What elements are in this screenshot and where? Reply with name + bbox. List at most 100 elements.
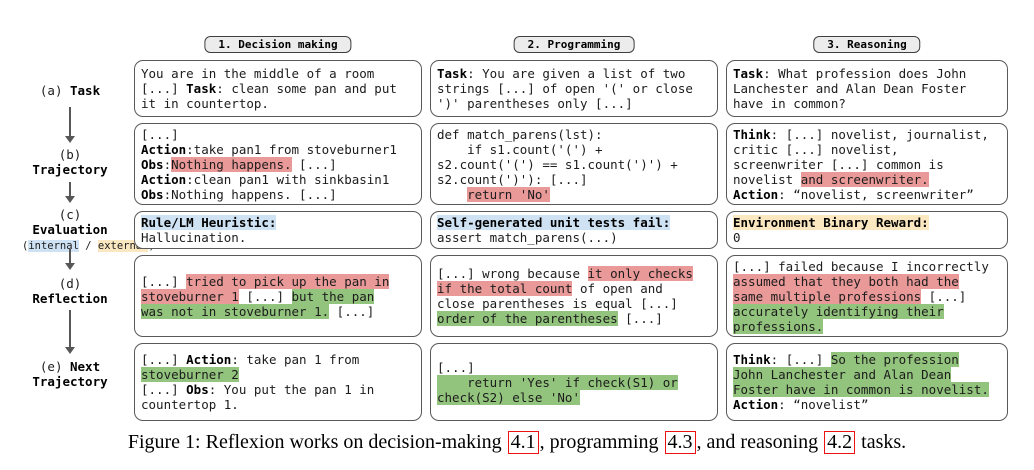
col1-reflection-box: [...] tried to pick up the pan in stovebu… (134, 255, 422, 337)
text-line: [...] Obs: You put the pan 1 in (141, 382, 415, 397)
text-line: s2.count('(') == s1.count(')') + (437, 157, 711, 172)
process-labels-column: (a) Task (b) Trajectory (c) Evaluation (int… (22, 47, 155, 421)
text-span: countertop 1. (141, 397, 239, 412)
down-arrow-icon (22, 249, 118, 270)
highlight-green-text: check(S2) else 'No' (437, 389, 580, 405)
text-span: (d) (58, 276, 82, 291)
highlight-green-text: but the pan (291, 288, 375, 304)
text-line: Task: You are given a list of two (437, 66, 711, 81)
col2-trajectory-box: def match_parens(lst): if s1.count('(') … (430, 123, 718, 205)
text-line: Obs:Nothing happens. [...] (141, 187, 415, 202)
col2-header-tab: 2. Programming (513, 36, 635, 53)
col3-trajectory-cell: Think: [...] novelist, journalist, critic… (726, 123, 1008, 205)
text-line: stoveburner 1 [...] but the pan (141, 288, 415, 304)
text-line: Rule/LM Heuristic: (141, 215, 415, 230)
text-line: novelist and screenwriter. (733, 171, 1001, 187)
col2-evaluation-cell: Self-generated unit tests fail: assert ma… (430, 211, 718, 249)
text-span: critic [...] novelist, (733, 141, 899, 157)
text-span: [...] (141, 126, 179, 142)
text-span: (c) (58, 207, 82, 222)
text-line: close parentheses is equal [...] (437, 296, 711, 311)
text-line: Action: “novelist, screenwriter” (733, 187, 1001, 202)
text-span: Reflection (32, 291, 108, 306)
text-span: : [...] (770, 352, 831, 367)
text-line: [...] wrong because it only checks (437, 266, 711, 281)
text-line: assumed that they both had the (733, 273, 1001, 289)
text-span: Action (733, 186, 779, 202)
highlight-red-text: assumed that they both had the (733, 273, 959, 289)
text-span: Think (733, 126, 771, 142)
col2-next-trajectory-cell: [...] return 'Yes' if check(S1) or check(… (430, 343, 718, 421)
text-span: [...] (141, 382, 187, 397)
text-span: Obs (141, 186, 164, 202)
highlight-red-text: if the total count (437, 281, 573, 296)
text-line: Self-generated unit tests fail: (437, 215, 711, 230)
col1-task-cell: 1. Decision making You are in the middle… (134, 36, 422, 117)
text-line: Task: What profession does John (733, 66, 1001, 81)
text-span: : You put the pan 1 in (208, 382, 375, 397)
col1-trajectory-box: [...] Action:take pan1 from stoveburner1 O… (134, 123, 422, 205)
text-line: [...] failed because I incorrectly (733, 259, 1001, 274)
col1-evaluation-box: Rule/LM Heuristic: Hallucination. (134, 211, 422, 249)
col1-trajectory-cell: [...] Action:take pan1 from stoveburner1 O… (134, 123, 422, 205)
text-span: (b) (58, 147, 82, 162)
text-span: [...] (291, 156, 337, 172)
highlight-red-text: return 'No' (467, 186, 550, 202)
text-span: Trajectory (32, 162, 108, 177)
col2-task-cell: 2. Programming Task: You are given a lis… (430, 36, 718, 117)
col2-next-trajectory-box: [...] return 'Yes' if check(S1) or check(… (430, 343, 718, 421)
text-line: def match_parens(lst): (437, 127, 711, 142)
text-line: same multiple professions [...] (733, 288, 1001, 304)
text-span: Lanchester and Alan Dean Foster (733, 81, 967, 96)
text-span: (a) (39, 83, 70, 98)
highlight-green-text: John Lanchester and Alan Dean (733, 367, 952, 382)
text-line: You are in the middle of a room (141, 66, 415, 81)
text-span: 0 (733, 230, 741, 245)
text-span: [...] (437, 359, 475, 375)
col1-next-trajectory-cell: [...] Action: take pan 1 from stoveburner… (134, 343, 422, 421)
section-ref-link[interactable]: 4.3 (664, 431, 696, 454)
caption-text-segment: , programming (539, 431, 664, 453)
highlight-yellow-text: Environment Binary Reward: (733, 215, 929, 230)
text-span: ( (22, 240, 29, 252)
text-line: Lanchester and Alan Dean Foster (733, 81, 1001, 96)
text-line: (internal / external) (22, 237, 155, 254)
text-span: : “novelist” (778, 397, 869, 412)
text-line: Action:clean pan1 with sinkbasin1 (141, 172, 415, 187)
down-arrow-icon (22, 182, 118, 203)
col3-next-trajectory-box: Think: [...] So the profession John Lanch… (726, 343, 1008, 421)
text-span: have in common? (733, 96, 846, 111)
col1-header-tab: 1. Decision making (204, 36, 352, 53)
highlight-green-text: accurately identifying their (733, 303, 944, 319)
text-line: (c) (22, 207, 118, 222)
text-line: [...] Task: clean some pan and put (141, 81, 415, 96)
down-arrow-icon (22, 310, 118, 354)
text-line: Reflection (22, 291, 118, 306)
text-span: (e) (39, 359, 70, 374)
text-span: assert match_parens(...) (437, 230, 618, 245)
text-span: Next (70, 359, 101, 374)
col3-header-tab: 3. Reasoning (813, 36, 921, 53)
caption-text-segment: , and reasoning (696, 431, 824, 453)
section-ref-link[interactable]: 4.2 (824, 431, 856, 454)
text-line: check(S2) else 'No' (437, 389, 711, 405)
highlight-red-text: tried to pick up the pan in (186, 273, 390, 289)
text-span: : What profession does John (763, 66, 967, 81)
label-next-trajectory: (e) Next Trajectory (22, 359, 118, 389)
text-line: [...] tried to pick up the pan in (141, 273, 415, 289)
highlight-red-text: it only checks (587, 266, 693, 281)
text-line: was not in stoveburner 1. [...] (141, 303, 415, 319)
text-span: : “novelist, screenwriter” (778, 186, 974, 202)
text-span: Obs (186, 382, 209, 397)
text-span: [...] wrong because (437, 266, 588, 281)
text-line: (a) Task (22, 83, 118, 98)
text-line: countertop 1. (141, 397, 415, 412)
col1-next-trajectory-box: [...] Action: take pan 1 from stoveburner… (134, 343, 422, 421)
col3-reflection-box: [...] failed because I incorrectly assume… (726, 255, 1008, 337)
text-line: stoveburner 2 (141, 367, 415, 382)
text-span: of open and (572, 281, 663, 296)
section-ref-link[interactable]: 4.1 (507, 431, 539, 454)
text-line: professions. (733, 318, 1001, 334)
highlight-green-text: professions. (733, 318, 824, 334)
text-line: return 'Yes' if check(S1) or (437, 374, 711, 390)
